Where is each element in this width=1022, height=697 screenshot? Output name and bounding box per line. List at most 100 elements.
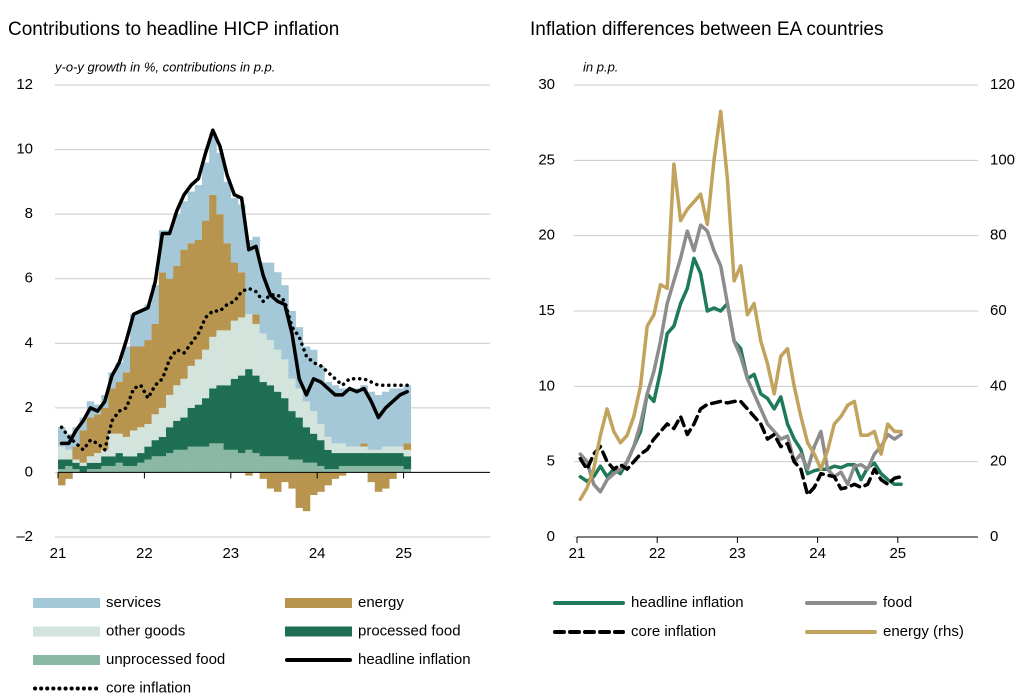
legend-swatch [285, 626, 352, 637]
legend-swatch [33, 655, 100, 665]
bar-segment [158, 230, 167, 273]
legend-label: services [106, 594, 161, 611]
bar-segment [187, 446, 196, 473]
bar-segment [173, 265, 181, 386]
bar-segment [65, 472, 73, 479]
bar-segment [58, 459, 66, 470]
bar-segment [382, 453, 390, 466]
bar-segment [209, 443, 217, 473]
chart-subtitle: y-o-y growth in %, contributions in p.p. [54, 59, 275, 74]
bar-segment [396, 465, 404, 473]
bar-segment [324, 469, 332, 473]
bar-segment [202, 220, 210, 350]
x-tick-label: 21 [50, 545, 67, 562]
bar-segment [202, 162, 210, 221]
bar-segment [295, 327, 304, 389]
y2-tick-label: 40 [990, 377, 1007, 394]
bar-segment [194, 239, 203, 360]
chart-title: Contributions to headline HICP inflation [8, 19, 339, 40]
bar-segment [151, 440, 160, 457]
bar-segment [374, 394, 383, 450]
bar-segment [72, 427, 80, 447]
bar-segment [259, 333, 268, 383]
bar-segment [331, 385, 340, 444]
bar-segment [288, 411, 296, 460]
bar-segment [259, 262, 268, 334]
bar-segment [115, 362, 124, 383]
bar-segment [245, 239, 253, 315]
bar-segment [122, 346, 131, 373]
plot [58, 128, 412, 512]
bar-segment [295, 417, 304, 460]
y-tick-label: 12 [16, 76, 33, 93]
bar-segment [274, 349, 282, 392]
bar-segment [259, 472, 268, 479]
bar-segment [317, 365, 325, 424]
y-tick-label: 4 [25, 334, 33, 351]
bar-segment [360, 385, 368, 444]
y-tick-label: 5 [547, 453, 555, 470]
bar-segment [173, 385, 181, 421]
bar-segment [137, 311, 145, 347]
bar-segment [403, 456, 412, 470]
bar-segment [72, 446, 80, 460]
bar-segment [130, 346, 138, 431]
bar-segment [173, 214, 181, 266]
bar-segment [252, 236, 260, 315]
bar-segment [137, 453, 145, 463]
bar-segment [360, 453, 368, 466]
plot [578, 109, 903, 502]
y-tick-label: 10 [538, 377, 555, 394]
bar-segment [245, 369, 253, 450]
bar-segment [209, 336, 217, 389]
bar-segment [187, 365, 196, 408]
bar-segment [86, 456, 95, 463]
bar-segment [310, 433, 318, 463]
bar-segment [108, 433, 116, 457]
bar-segment [331, 469, 340, 473]
x-tick-label: 22 [136, 545, 153, 562]
bar-segment [252, 314, 260, 324]
legend-label: processed food [358, 622, 461, 639]
bar-segment [216, 214, 224, 331]
series-line [578, 223, 903, 494]
bar-segment [374, 453, 383, 466]
y2-tick-label: 100 [990, 151, 1015, 168]
bar-segment [324, 436, 332, 450]
bar-segment [202, 349, 210, 399]
bar-segment [58, 427, 66, 447]
bar-segment [58, 472, 66, 486]
bar-segment [122, 456, 131, 466]
bar-segment [274, 472, 282, 492]
bar-segment [216, 385, 224, 444]
bar-segment [230, 198, 239, 263]
bar-segment [223, 449, 232, 473]
bar-segment [389, 388, 397, 447]
bar-segment [65, 449, 73, 460]
bar-segment [202, 446, 210, 473]
bar-segment [115, 433, 124, 454]
bar-segment [180, 378, 188, 418]
x-tick-label: 22 [649, 545, 666, 562]
bar-segment [288, 472, 296, 489]
bar-segment [360, 446, 368, 454]
y-tick-label: 0 [25, 463, 33, 480]
bar-segment [302, 472, 311, 512]
bar-segment [302, 401, 311, 428]
bar-segment [389, 472, 397, 479]
bar-segment [223, 181, 232, 244]
bar-segment [382, 446, 390, 454]
bar-segment [266, 340, 275, 386]
y-tick-label: –2 [16, 528, 33, 545]
bar-segment [281, 285, 289, 360]
bar-segment [396, 453, 404, 466]
bar-segment [331, 453, 340, 470]
bar-segment [360, 465, 368, 473]
bar-segment [310, 462, 318, 473]
bar-segment [72, 462, 80, 470]
bar-segment [115, 453, 124, 463]
bar-segment [324, 449, 332, 470]
bar-segment [209, 388, 217, 444]
bar-segment [158, 436, 167, 457]
